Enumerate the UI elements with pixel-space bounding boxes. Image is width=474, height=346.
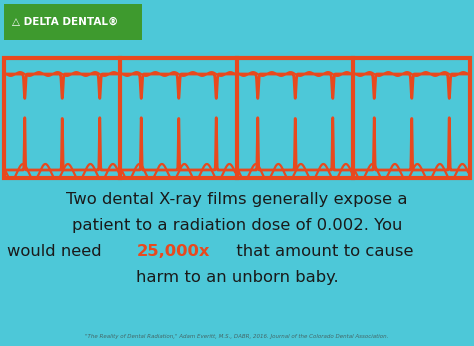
Text: △ DELTA DENTAL®: △ DELTA DENTAL® <box>12 17 118 27</box>
Text: harm to an unborn baby.: harm to an unborn baby. <box>136 270 338 285</box>
Text: Two dental X-ray films generally expose a: Two dental X-ray films generally expose … <box>66 192 408 207</box>
Text: "The Reality of Dental Radiation," Adam Everitt, M.S., DABR, 2016. Journal of th: "The Reality of Dental Radiation," Adam … <box>85 334 389 339</box>
Text: 25,000x: 25,000x <box>136 244 210 259</box>
Bar <box>4 4 142 40</box>
Bar <box>4 58 470 178</box>
Text: would need: would need <box>8 244 107 259</box>
Text: that amount to cause: that amount to cause <box>231 244 414 259</box>
Text: patient to a radiation dose of 0.002. You: patient to a radiation dose of 0.002. Yo… <box>72 218 402 233</box>
